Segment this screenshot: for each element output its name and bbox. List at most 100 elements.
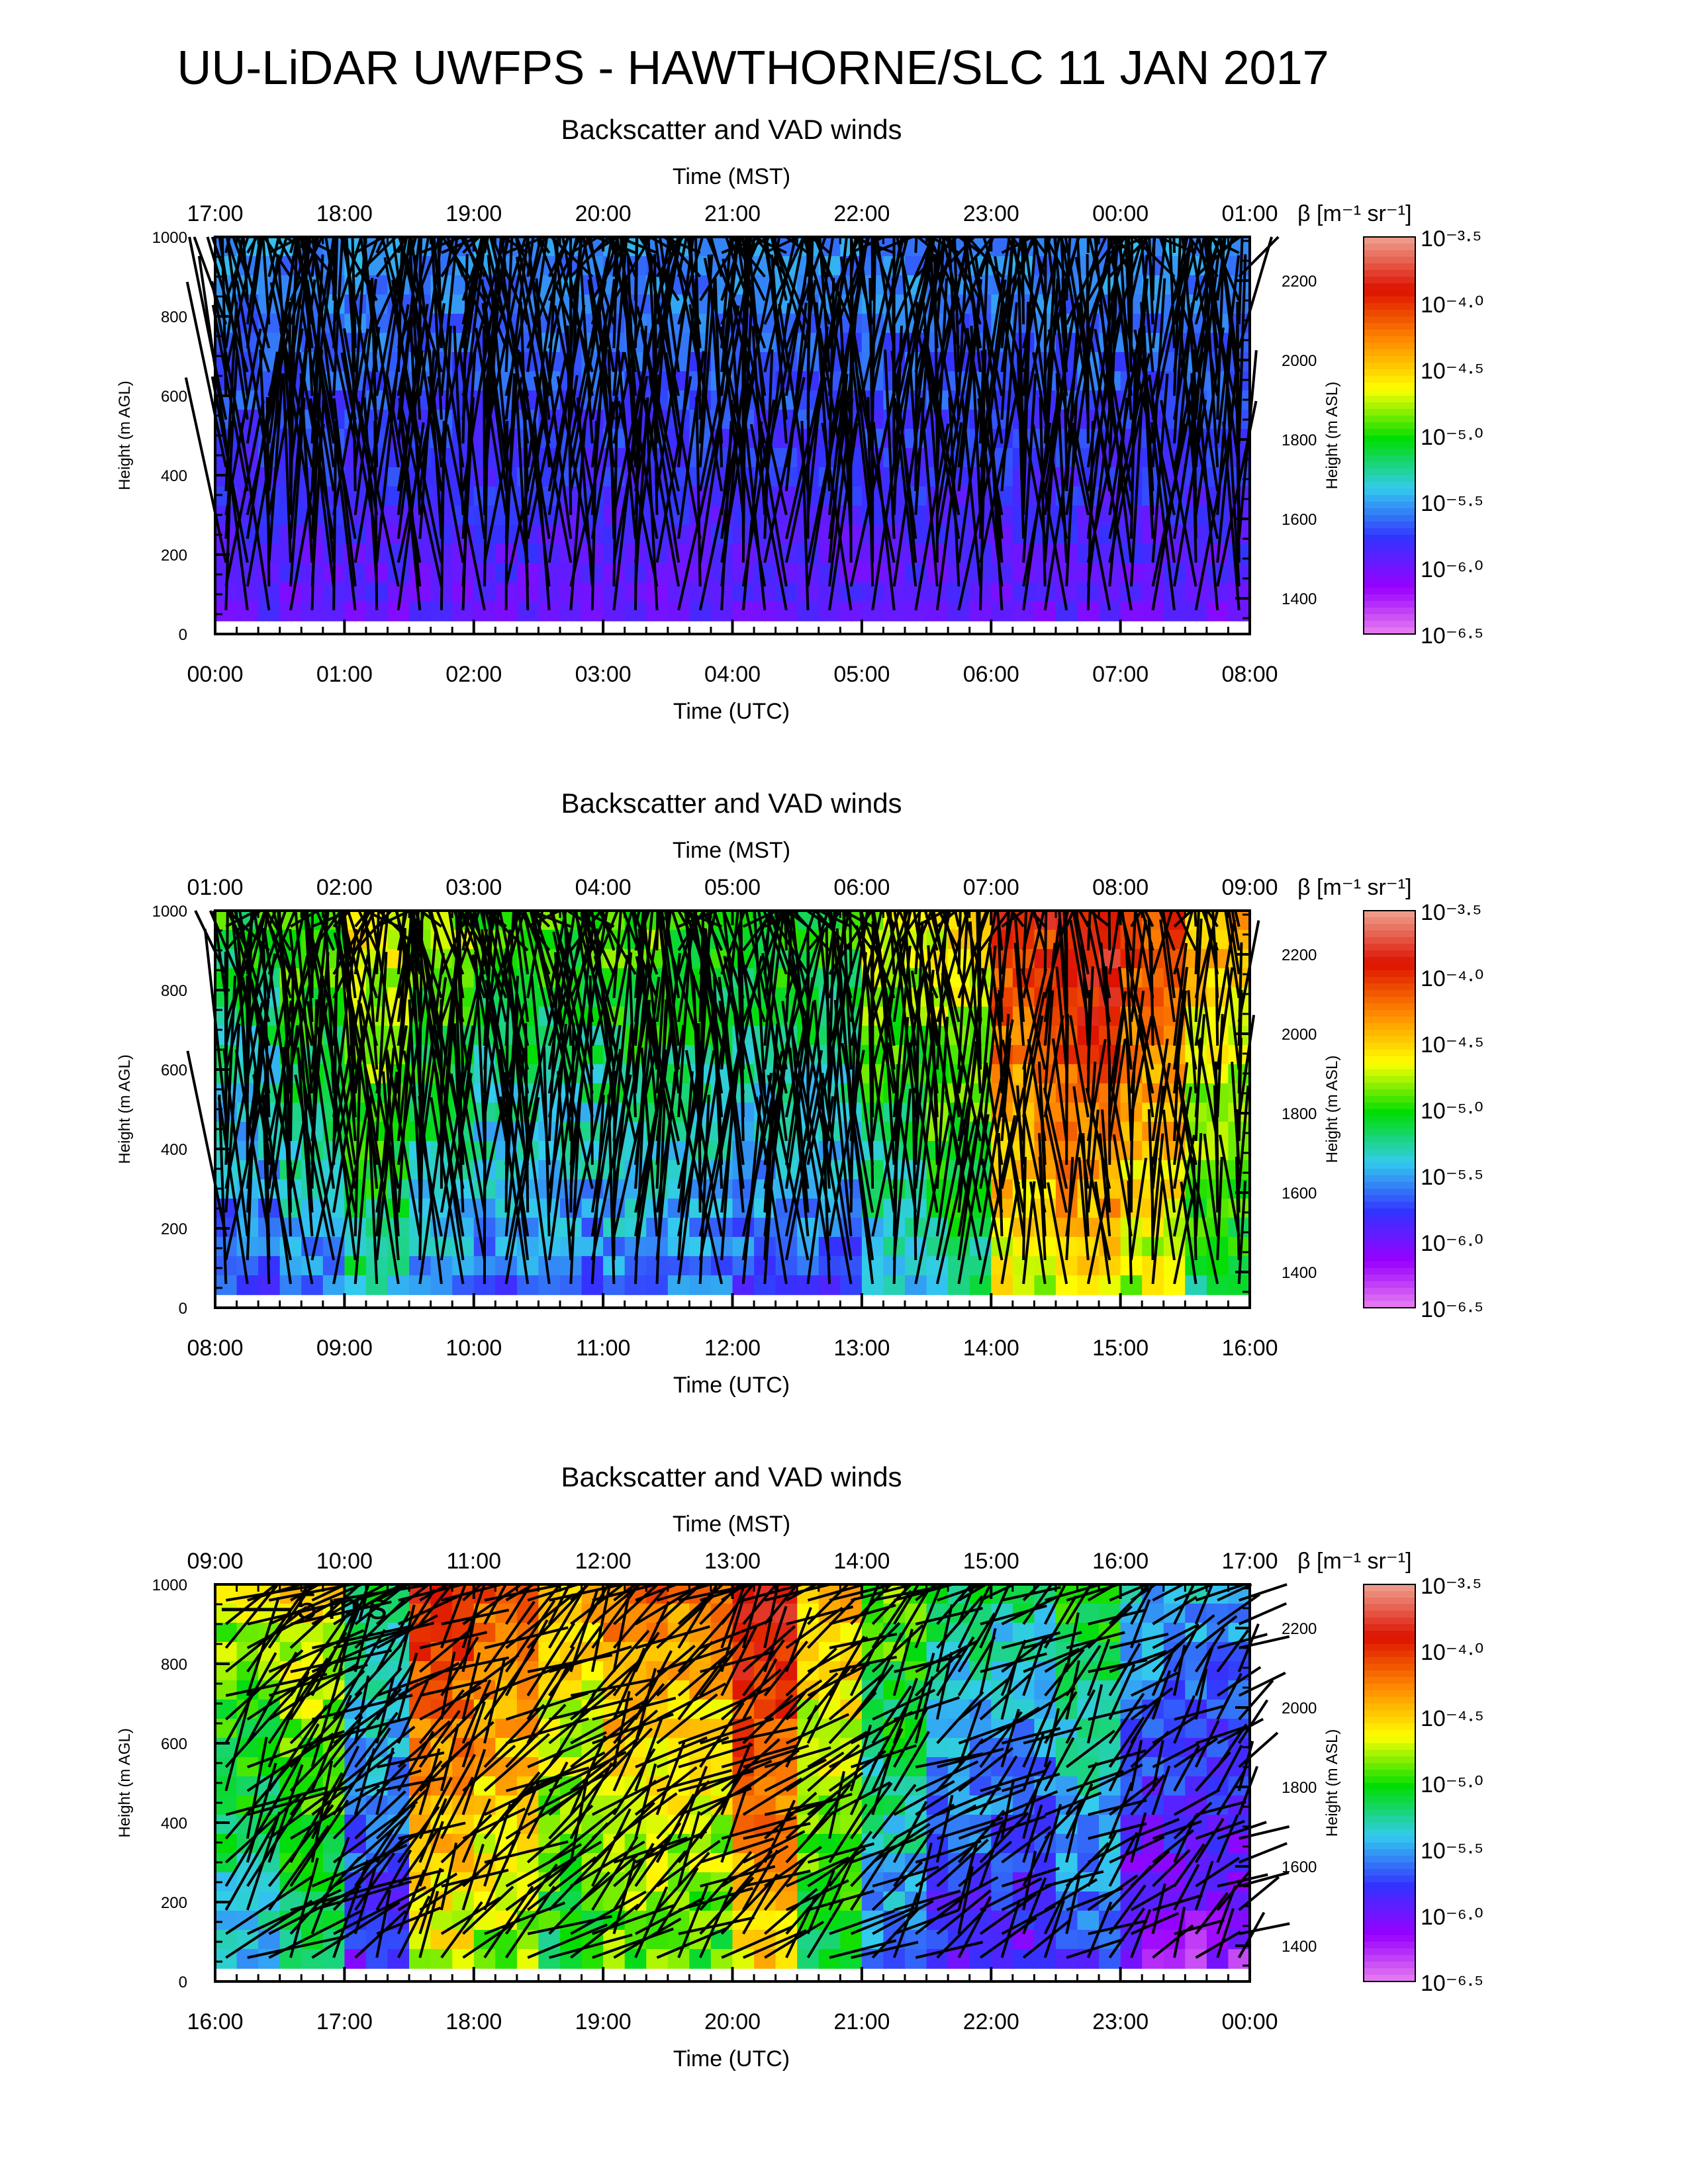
wind-arrow xyxy=(1064,910,1068,951)
wind-arrow xyxy=(269,282,314,468)
colorbar-step xyxy=(1364,1261,1415,1269)
wind-arrow xyxy=(1133,329,1176,516)
colorbar-step xyxy=(1364,1189,1415,1196)
wind-arrow xyxy=(1158,236,1197,349)
wind-arrow xyxy=(550,236,594,278)
wind-arrow xyxy=(686,236,702,349)
field-cell xyxy=(991,1949,1013,1969)
wind-arrow xyxy=(785,236,827,349)
colorbar-step xyxy=(1364,1036,1415,1044)
wind-arrow xyxy=(917,236,939,254)
wind-arrow xyxy=(553,305,594,492)
x-axis-label: Time (UTC) xyxy=(673,1373,790,1398)
colorbar-step xyxy=(1364,435,1415,443)
wind-arrow xyxy=(1194,910,1197,927)
field-cell xyxy=(754,563,776,583)
wind-arrow xyxy=(282,373,292,563)
colorbar-step xyxy=(1364,1030,1415,1037)
wind-arrow xyxy=(453,326,465,516)
top-tick-label: 01:00 xyxy=(187,875,243,900)
colorbar-step xyxy=(1364,1096,1415,1103)
wind-arrow xyxy=(1133,236,1176,278)
field-cell xyxy=(883,1949,906,1969)
wind-arrow xyxy=(642,236,680,396)
colorbar-step xyxy=(1364,970,1415,978)
wind-arrow xyxy=(962,236,982,349)
wind-arrow xyxy=(1107,910,1111,951)
wind-arrow xyxy=(754,399,788,587)
wind-arrow xyxy=(312,374,336,563)
colorbar-step xyxy=(1364,528,1415,535)
colorbar-step xyxy=(1364,924,1415,931)
wind-arrow xyxy=(914,236,947,349)
field-cell xyxy=(603,1776,626,1796)
colorbar-step xyxy=(1364,911,1415,918)
wind-arrow xyxy=(1204,278,1219,468)
wind-arrow xyxy=(778,303,810,492)
wind-arrow xyxy=(703,257,745,444)
wind-arrow xyxy=(1046,236,1068,396)
wind-arrow xyxy=(569,401,614,587)
colorbar-step xyxy=(1364,937,1415,944)
wind-arrow xyxy=(391,236,400,277)
wind-arrow xyxy=(828,236,848,396)
wind-arrow xyxy=(536,236,573,325)
colorbar-tick-label: 10⁻⁶·⁰ xyxy=(1421,557,1483,582)
wind-arrow xyxy=(1216,255,1241,444)
wind-arrow xyxy=(1173,399,1207,587)
colorbar-step xyxy=(1364,581,1415,588)
colorbar-step xyxy=(1364,343,1415,350)
colorbar-step xyxy=(1364,1129,1415,1136)
y-tick-label: 1000 xyxy=(152,903,187,921)
field-cell xyxy=(322,1949,346,1969)
wind-arrow xyxy=(935,328,969,516)
wind-arrow xyxy=(1148,375,1176,563)
wind-arrow xyxy=(193,236,228,325)
wind-arrow xyxy=(359,236,379,349)
x-tick-label: 14:00 xyxy=(963,1336,1019,1361)
wind-arrow xyxy=(802,236,831,325)
wind-arrow xyxy=(980,350,1004,539)
field-cell xyxy=(516,1949,539,1969)
wind-arrow xyxy=(1151,236,1156,253)
wind-arrow xyxy=(419,236,463,254)
colorbar-step xyxy=(1364,330,1415,337)
wind-arrow xyxy=(1108,353,1151,539)
y2-tick-label: 2200 xyxy=(1282,273,1317,291)
colorbar-step xyxy=(1364,449,1415,456)
colorbar-step xyxy=(1364,488,1415,496)
wind-arrow xyxy=(884,349,896,539)
colorbar-step xyxy=(1364,1122,1415,1130)
wind-arrow xyxy=(849,236,874,325)
wind-arrow xyxy=(385,375,422,563)
wind-arrow xyxy=(1006,236,1047,325)
colorbar-tick-label: 10⁻⁶·⁰ xyxy=(1421,1231,1483,1256)
field-cell xyxy=(840,1623,863,1643)
wind-arrow xyxy=(982,236,1025,373)
wind-arrow xyxy=(1064,236,1090,373)
field-cell xyxy=(624,1949,647,1969)
colorbar-step xyxy=(1364,931,1415,938)
wind-arrow xyxy=(587,279,616,468)
x-tick-label: 15:00 xyxy=(1092,1336,1149,1361)
wind-arrow xyxy=(381,236,422,373)
field-cell xyxy=(1034,1949,1056,1969)
field-cell xyxy=(1163,1776,1186,1796)
wind-arrow xyxy=(935,351,972,539)
wind-arrow xyxy=(340,352,379,539)
wind-arrow xyxy=(851,236,895,254)
wind-arrow xyxy=(300,304,336,492)
wind-arrow xyxy=(586,236,616,325)
field-cell xyxy=(710,1275,733,1295)
x-tick-label: 01:00 xyxy=(316,662,373,687)
wind-arrow xyxy=(1031,424,1068,611)
wind-arrow xyxy=(1111,236,1133,254)
colorbar-step xyxy=(1364,1010,1415,1017)
wind-arrow xyxy=(1023,236,1047,396)
y-tick-label: 400 xyxy=(161,1141,187,1159)
y-tick-label: 400 xyxy=(161,467,187,485)
field-cell xyxy=(991,1872,1013,1892)
wind-arrow xyxy=(267,236,281,277)
wind-arrow xyxy=(556,376,594,563)
colorbar-step xyxy=(1364,588,1415,595)
